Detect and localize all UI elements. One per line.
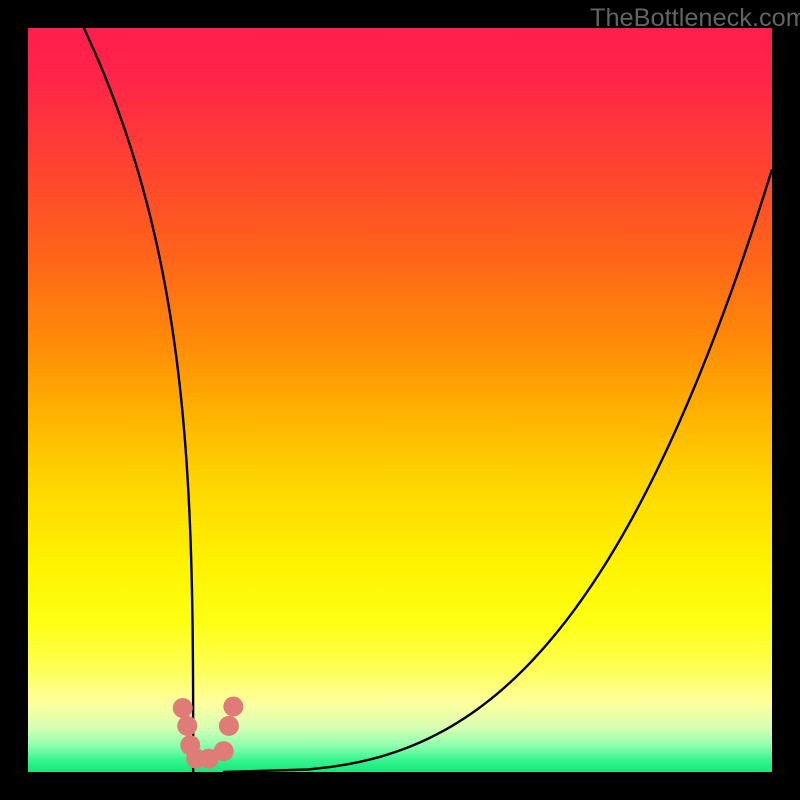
curve-right [223,169,772,772]
marker-point [214,741,234,761]
marker-group [173,697,244,769]
marker-point [223,697,243,717]
chart-svg [28,28,772,772]
curve-left [84,28,193,772]
marker-point [219,716,239,736]
plot-area [28,28,772,772]
marker-point [177,716,197,736]
watermark-text: TheBottleneck.com [590,4,800,33]
marker-point [173,698,193,718]
